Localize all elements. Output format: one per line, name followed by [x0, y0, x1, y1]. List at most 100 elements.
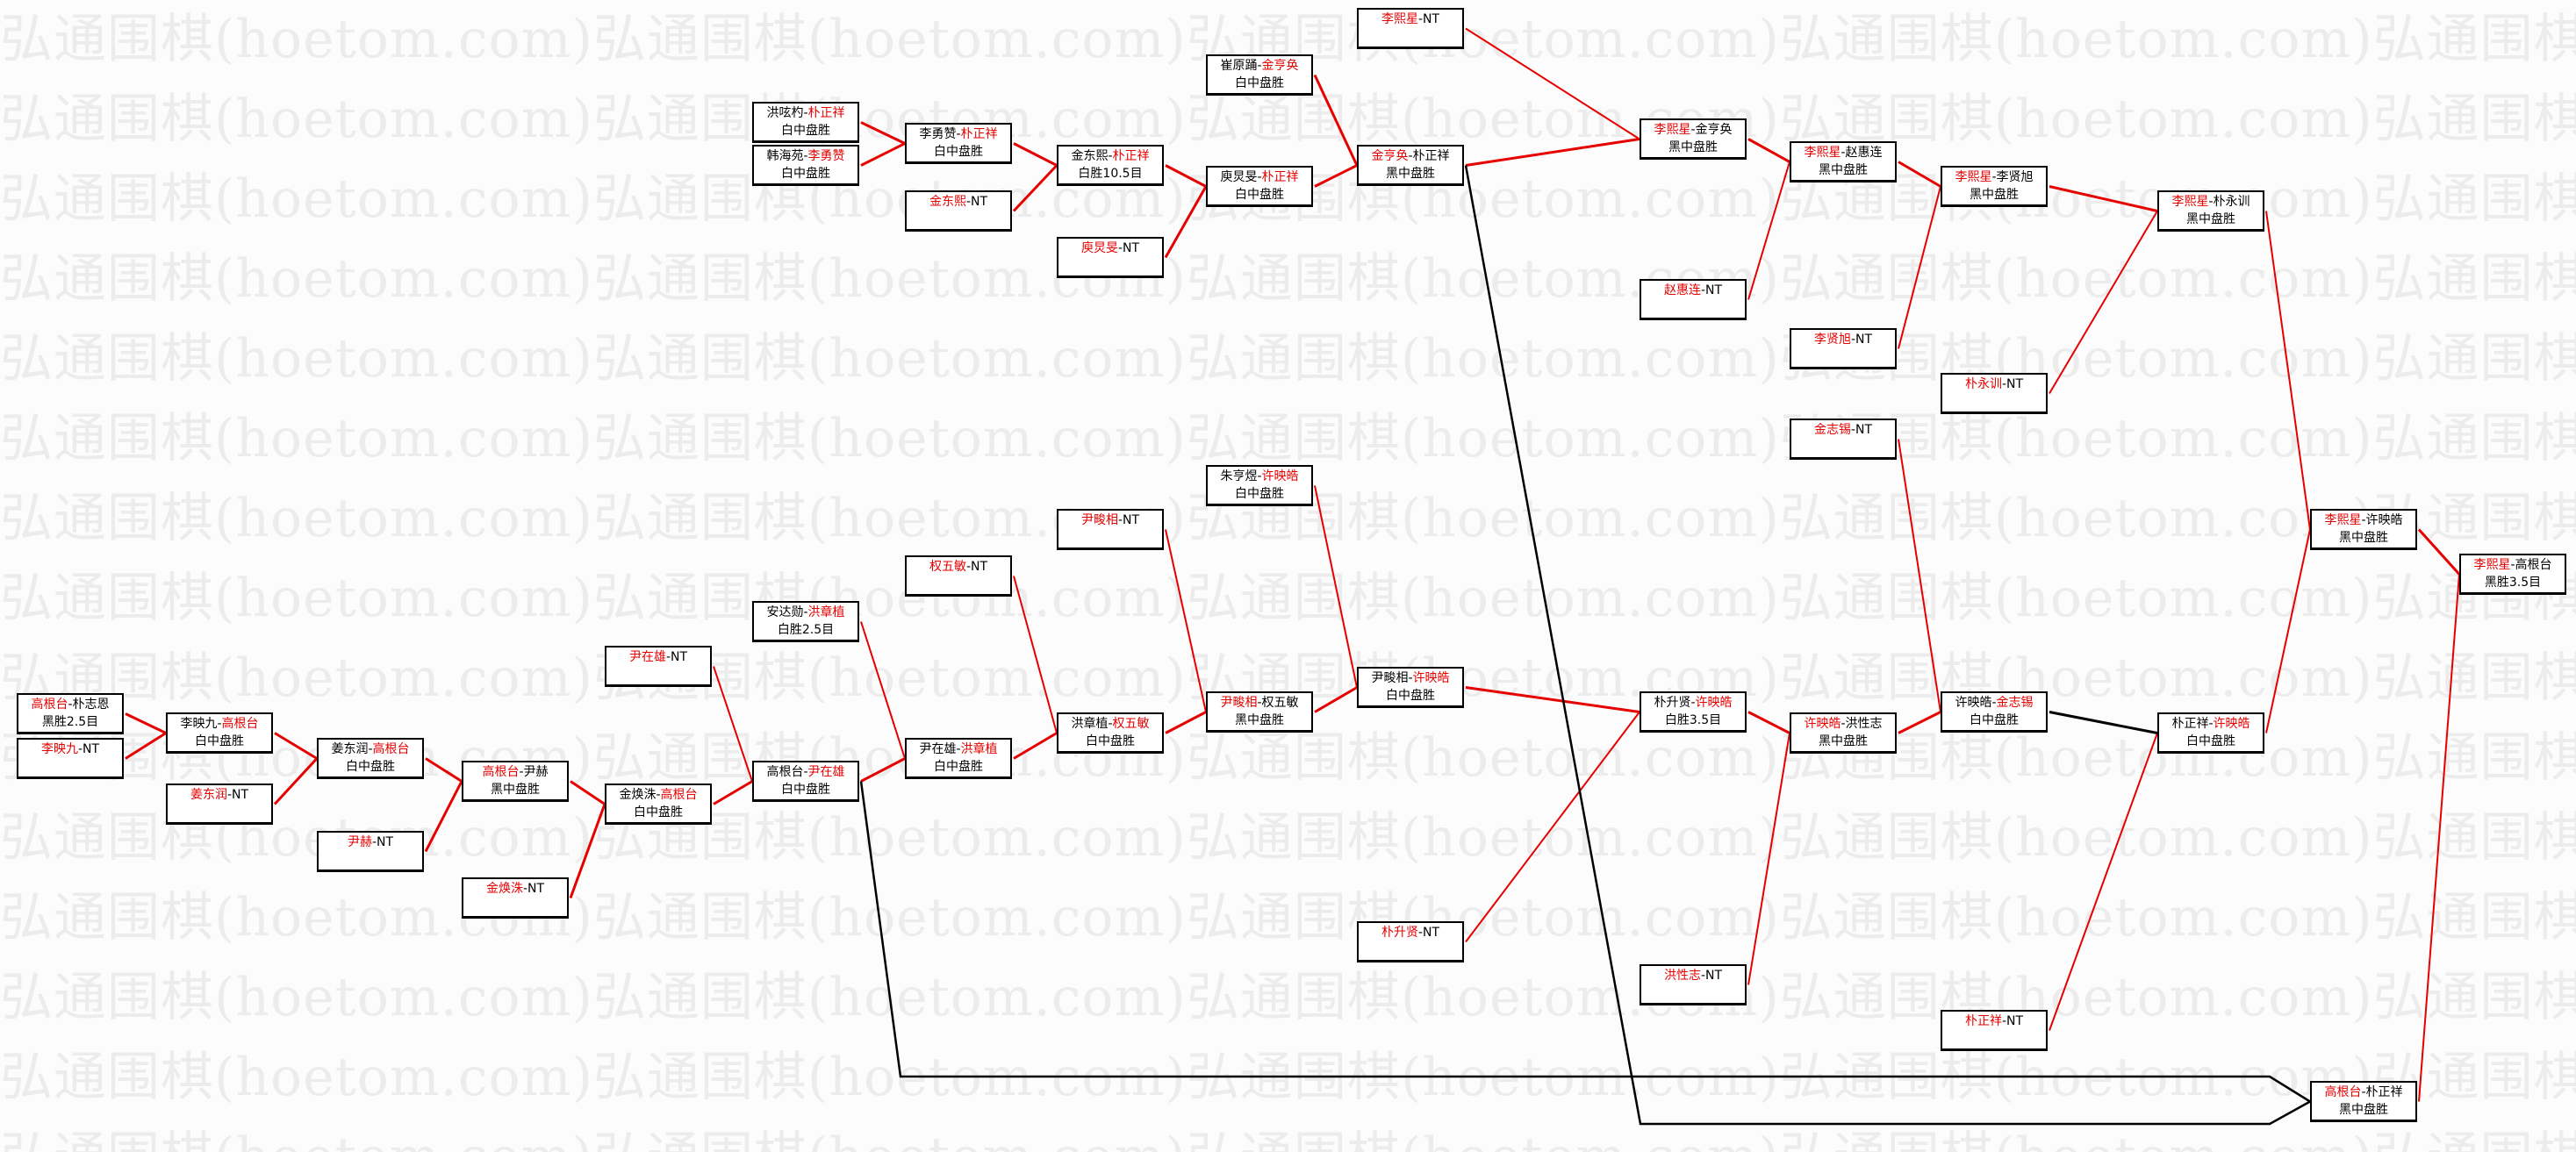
player-1: 李熙星 — [1654, 123, 1691, 137]
separator: - — [1257, 469, 1262, 483]
player-2: NT — [2006, 377, 2024, 391]
match-players: 庾炅旻-朴正祥 — [1208, 168, 1311, 186]
match-players: 金志锡-NT — [1791, 420, 1895, 439]
separator: - — [1117, 241, 1123, 255]
match-result: 白中盘胜 — [1235, 188, 1284, 202]
match-box: 金东熙-朴正祥 白胜10.5目 — [1057, 145, 1164, 186]
bracket-connector — [1747, 138, 1790, 163]
player-1: 高根台 — [766, 765, 804, 779]
match-players: 李熙星-许映皓 — [2312, 511, 2415, 529]
match-result: 白中盘胜 — [634, 805, 683, 819]
player-2: 高根台 — [2515, 558, 2552, 572]
bracket-connector — [1747, 733, 1790, 985]
match-players: 李勇赞-朴正祥 — [907, 125, 1010, 143]
player-2: 朴正祥 — [1412, 149, 1450, 163]
player-2: 金亨奂 — [1261, 59, 1299, 73]
player-1: 庾炅旻 — [1220, 170, 1258, 184]
separator: - — [368, 742, 373, 756]
player-2: 朴正祥 — [807, 106, 845, 120]
separator: - — [665, 650, 671, 664]
match-players: 金焕洙-高根台 — [606, 785, 710, 804]
match-players: 尹畯相-NT — [1058, 511, 1162, 529]
player-2: 许映皓 — [1261, 469, 1299, 483]
bracket-connector — [860, 621, 906, 759]
bracket-connector — [1013, 732, 1058, 760]
match-players: 许映皓-金志锡 — [1942, 693, 2046, 712]
match-result: 黑中盘胜 — [2186, 212, 2235, 226]
match-result: 白中盘胜 — [1235, 487, 1284, 501]
player-2: 朴正祥 — [1112, 149, 1150, 163]
player-1: 姜东润 — [331, 742, 369, 756]
player-1: 李熙星 — [2324, 513, 2362, 527]
match-box: 洪章植-权五敏 白中盘胜 — [1057, 712, 1164, 754]
match-result: 黑中盘胜 — [1819, 163, 1868, 177]
match-players: 高根台-尹在雄 — [754, 762, 857, 781]
match-box: 朱亨煜-许映皓白中盘胜 — [1206, 465, 1313, 506]
player-2: NT — [377, 835, 394, 849]
match-box: 李熙星-高根台 黑胜3.5目 — [2459, 554, 2566, 595]
match-result: 白中盘胜 — [1086, 734, 1135, 748]
player-1: 李映九 — [180, 717, 218, 731]
separator: - — [965, 195, 972, 209]
separator: - — [1408, 671, 1413, 685]
player-1: 李熙星 — [1955, 170, 1992, 184]
match-box: 李熙星-李贤旭 黑中盘胜 — [1941, 166, 2048, 207]
match-players: 李熙星-NT — [1359, 10, 1462, 28]
match-box: 高根台-朴志恩 黑胜2.5目 — [17, 693, 124, 734]
bracket-connector — [1747, 711, 1790, 734]
separator: - — [2208, 195, 2214, 209]
bracket-connector — [1898, 439, 1941, 712]
player-2: 尹赫 — [523, 765, 549, 779]
match-players: 朴正祥-NT — [1942, 1012, 2046, 1030]
player-1: 庾炅旻 — [1080, 241, 1118, 255]
match-box: 高根台-朴正祥 黑中盘胜 — [2310, 1081, 2417, 1122]
player-1: 李勇赞 — [919, 127, 957, 141]
match-players: 庾炅旻-NT — [1058, 239, 1162, 257]
bye-match-box: 庾炅旻-NT — [1057, 237, 1164, 278]
match-players: 朴升贤-NT — [1359, 923, 1462, 941]
bye-match-box: 朴永训-NT — [1941, 373, 2048, 414]
player-1: 金东熙 — [1071, 149, 1109, 163]
player-1: 朱亨煜 — [1220, 469, 1258, 483]
player-2: 高根台 — [660, 788, 698, 802]
bracket-connector — [1314, 686, 1358, 713]
bracket-connector — [2265, 529, 2311, 733]
match-players: 高根台-朴志恩 — [18, 695, 122, 713]
bye-match-box: 李映九-NT — [17, 738, 124, 779]
player-1: 尹在雄 — [628, 650, 666, 664]
separator: - — [656, 788, 661, 802]
match-box: 李熙星-朴永训 黑中盘胜 — [2157, 190, 2264, 232]
bracket-connector — [860, 121, 906, 145]
player-2: 朴正祥 — [960, 127, 998, 141]
bracket-connector — [2049, 185, 2158, 212]
player-1: 许映皓 — [1955, 696, 1992, 710]
separator: - — [956, 742, 961, 756]
player-2: 洪章植 — [960, 742, 998, 756]
separator: - — [1841, 717, 1846, 731]
separator: - — [2510, 558, 2515, 572]
match-result: 白中盘胜 — [781, 167, 830, 181]
match-players: 崔原踊-金亨奂 — [1208, 56, 1311, 75]
separator: - — [1108, 717, 1113, 731]
separator: - — [1408, 149, 1413, 163]
player-2: NT — [971, 560, 988, 574]
player-1: 洪呟杓 — [766, 106, 804, 120]
bye-match-box: 尹在雄-NT — [605, 646, 712, 687]
bye-match-box: 李贤旭-NT — [1790, 328, 1897, 369]
player-1: 朴正祥 — [2171, 717, 2209, 731]
separator: - — [965, 560, 972, 574]
separator: - — [1257, 59, 1262, 73]
bracket-connector — [425, 757, 463, 783]
match-players: 洪性志-NT — [1641, 966, 1745, 984]
match-players: 李映九-NT — [18, 740, 122, 758]
player-2: 金亨奂 — [1695, 123, 1733, 137]
bye-match-box: 权五敏-NT — [905, 555, 1012, 597]
player-1: 尹赫 — [347, 835, 372, 849]
player-1: 李熙星 — [1381, 12, 1418, 26]
player-1: 朴升贤 — [1654, 696, 1691, 710]
player-2: 高根台 — [372, 742, 410, 756]
match-result: 黑中盘胜 — [491, 783, 540, 797]
bracket-connector — [1465, 686, 1640, 713]
match-players: 尹畯相-许映皓 — [1359, 669, 1462, 687]
